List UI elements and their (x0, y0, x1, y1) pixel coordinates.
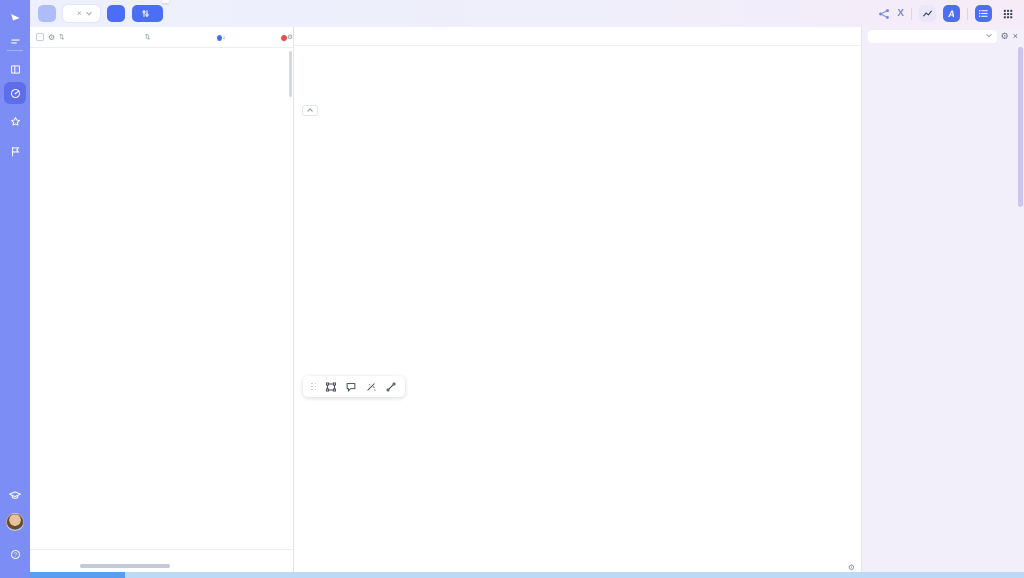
columns-gear-icon[interactable]: ⚙ (48, 32, 56, 42)
filter-count-badge (161, 0, 169, 3)
chevron-down-icon (985, 31, 992, 38)
bottom-edge-strip (30, 572, 1024, 578)
toolbar-separator (967, 7, 968, 20)
list-view-button[interactable] (975, 5, 992, 22)
panel-gear-icon[interactable]: ⚙ (1000, 30, 1009, 41)
alert-badge (281, 35, 288, 41)
screener-radar-icon[interactable] (4, 82, 26, 104)
alerts-flag-icon[interactable] (4, 140, 26, 162)
comment-tool-icon[interactable] (345, 381, 357, 393)
column-change[interactable]: ↓ (150, 33, 226, 41)
top-toolbar: × X A (30, 0, 1024, 27)
topbar-right-icons: X A (878, 5, 1024, 22)
education-cap-icon[interactable] (4, 484, 26, 506)
toolbar-separator (911, 7, 912, 20)
left-rail: ? (0, 0, 30, 578)
panel-title-dropdown[interactable] (868, 29, 997, 43)
share-icon[interactable] (878, 8, 890, 20)
chevron-down-icon[interactable] (85, 9, 92, 15)
chart-panel: ⚙ (293, 27, 862, 578)
time-axis-gear-icon[interactable]: ⚙ (847, 563, 855, 572)
x-social-icon[interactable]: X (897, 8, 904, 19)
panel-header: ⚙ × (862, 27, 1024, 45)
assistant-a-icon: A (948, 8, 955, 19)
select-all-checkbox[interactable] (36, 33, 44, 41)
ohlc-values (302, 50, 322, 59)
chart-mode-button[interactable] (919, 5, 936, 22)
chart-title-row (302, 50, 322, 59)
watchlist-header: ⚙ ⇅ ⇅ ↓ ⚙ (30, 27, 293, 48)
assistant-button[interactable]: A (943, 5, 960, 22)
new-screen-button[interactable] (106, 5, 125, 22)
column-rmv[interactable]: ⇅ (144, 34, 151, 41)
panel-scrollbar[interactable] (1018, 47, 1023, 207)
legend-collapse-button[interactable] (302, 105, 318, 116)
rectangle-tool-icon[interactable] (325, 381, 337, 393)
chart-legend (302, 50, 322, 59)
help-icon[interactable]: ? (4, 543, 26, 565)
deepvue-logo-icon[interactable] (4, 7, 26, 29)
list-view-icon (978, 10, 988, 17)
wand-tool-icon[interactable] (365, 381, 377, 393)
rail-divider (7, 50, 23, 51)
user-avatar[interactable] (6, 513, 24, 531)
watchlist-horizontal-scrollbar[interactable] (80, 564, 170, 568)
chart-toolbar (294, 27, 861, 46)
filter-sliders-icon (142, 10, 149, 17)
drag-handle-icon[interactable] (311, 382, 317, 391)
watchlist-footer (30, 549, 293, 571)
sort-desc-icon[interactable]: ↓ (222, 33, 226, 41)
clear-screen-icon[interactable]: × (77, 9, 82, 18)
column-symbol[interactable]: ⇅ (59, 33, 99, 41)
watchlist-vertical-scrollbar[interactable] (289, 51, 292, 97)
column-run-rate[interactable]: ⚙ (226, 33, 293, 41)
grid-view-button[interactable] (999, 5, 1016, 22)
grid-view-icon (1003, 9, 1013, 19)
right-data-panel: ⚙ × (862, 27, 1024, 578)
drawing-toolbar (303, 376, 405, 397)
svg-text:?: ? (13, 552, 16, 558)
favorites-star-icon[interactable] (4, 110, 26, 132)
watchlist-panel: ⚙ ⇅ ⇅ ↓ ⚙ (30, 27, 293, 571)
trendline-tool-icon[interactable] (385, 381, 397, 393)
panel-close-icon[interactable]: × (1012, 31, 1018, 41)
chart-line-icon (922, 10, 933, 17)
screens-list-icon[interactable] (4, 30, 26, 52)
volume-legend (302, 402, 308, 409)
price-chart[interactable] (294, 46, 863, 576)
sort-icon[interactable]: ⇅ (59, 34, 65, 41)
rmv-legend (302, 477, 305, 484)
sort-priority-badge (217, 34, 223, 41)
screen-dropdown[interactable]: × (63, 5, 100, 22)
search-symbol-button[interactable] (38, 5, 56, 22)
panels-icon[interactable] (4, 58, 26, 80)
edit-filter-button[interactable] (131, 0, 169, 22)
